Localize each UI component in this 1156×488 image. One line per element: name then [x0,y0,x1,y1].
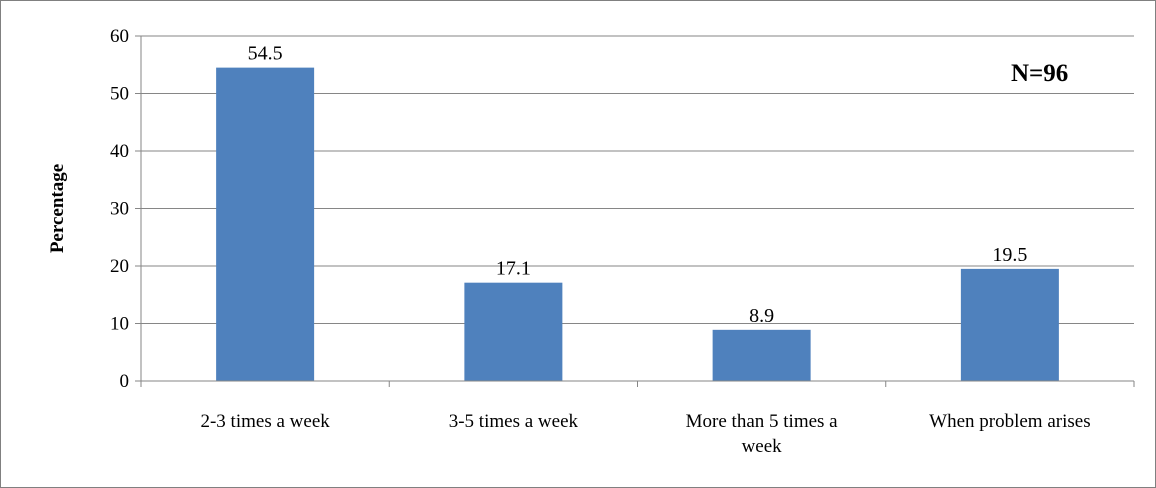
bar [464,282,563,381]
x-tick-label: More than 5 times a [686,411,839,432]
data-label: 8.9 [749,305,774,327]
y-tick-label: 40 [110,141,129,162]
data-label: 19.5 [992,244,1027,266]
y-tick-label: 30 [110,199,129,220]
x-tick-label: 3-5 times a week [449,411,579,432]
y-axis-title: Percentage [47,164,68,253]
data-label: 54.5 [248,43,283,65]
y-tick-label: 10 [110,314,129,335]
y-tick-label: 20 [110,256,129,277]
axes [140,36,1135,387]
y-tick-labels: 0 10 20 30 40 50 60 [110,26,129,392]
x-tick-label: When problem arises [929,411,1090,432]
sample-size-annotation: N=96 [1011,60,1068,87]
bar [712,329,811,381]
y-tick-label: 0 [120,371,130,392]
bars [216,67,1059,381]
data-labels: 54.5 17.1 8.9 19.5 [248,43,1028,327]
bar [216,67,315,381]
x-tick-label: 2-3 times a week [200,411,330,432]
bar [960,268,1059,381]
y-tick-label: 60 [110,26,129,47]
x-tick-labels: 2-3 times a week 3-5 times a week More tha… [200,411,1090,457]
y-tick-label: 50 [110,84,129,105]
x-tick-label: week [742,436,783,457]
data-label: 17.1 [496,258,531,280]
